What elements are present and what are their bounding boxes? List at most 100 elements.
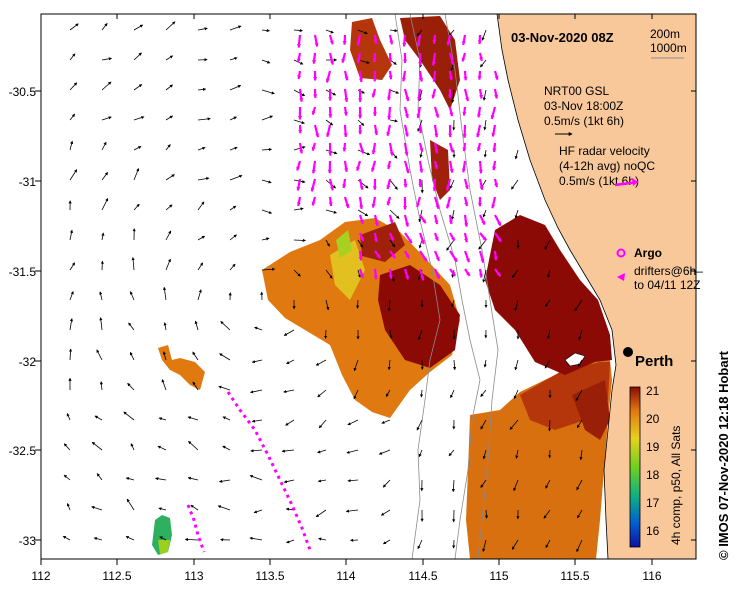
drifter-marker-icon — [617, 273, 625, 281]
wind-vector — [419, 389, 424, 398]
radar-vector-head — [463, 76, 468, 81]
radar-vector-head — [311, 146, 316, 151]
radar-vector-head — [435, 113, 440, 118]
y-axis-labels: -30.5 -31 -31.5 -32 -32.5 -33 — [9, 85, 37, 548]
radar-vector-head — [404, 132, 409, 137]
wind-vector — [315, 509, 327, 518]
radar-vector-head — [494, 94, 499, 99]
wind-vector — [63, 474, 71, 481]
radar-vector-head — [342, 147, 347, 152]
radar-vector-head — [343, 111, 348, 116]
wind-vector — [69, 290, 74, 301]
radar-vector-head — [371, 167, 375, 172]
radar-scale-arrowhead — [632, 178, 638, 186]
wind-vector — [480, 419, 487, 430]
wind-vector — [451, 89, 455, 104]
wind-vector — [159, 536, 167, 541]
wind-vector — [382, 479, 391, 488]
radar-vector-head — [462, 134, 467, 138]
wind-vector — [128, 322, 135, 331]
radar-vector-head — [325, 78, 330, 83]
radar-vector-head — [330, 60, 334, 65]
wind-vector — [99, 317, 103, 331]
wind-vector — [547, 269, 551, 278]
wind-vector — [576, 539, 583, 553]
wind-vector — [249, 536, 263, 541]
radar-vector-head — [497, 237, 502, 242]
wind-vector — [325, 119, 334, 126]
wind-vector — [345, 509, 359, 513]
wind-vector — [66, 503, 71, 511]
wind-legend-line2: 03-Nov 18:00Z — [544, 99, 623, 113]
radar-vector-head — [464, 185, 469, 189]
radar-vector-head — [311, 169, 316, 174]
wind-vector — [577, 359, 583, 367]
drifters-legend-line1: drifters@6h– — [634, 264, 703, 278]
radar-vector-head — [482, 236, 487, 241]
wind-vector — [184, 537, 199, 542]
wind-legend-line3: 0.5m/s (1kt 6h) — [544, 114, 624, 128]
wind-vector — [162, 286, 167, 301]
wind-vector — [187, 416, 199, 421]
radar-vector-head — [434, 236, 439, 241]
radar-vector-head — [453, 257, 457, 262]
wind-vector — [96, 473, 103, 481]
wind-vector — [577, 509, 583, 519]
wind-vector — [481, 29, 487, 41]
wind-vector — [165, 144, 171, 151]
wind-vector — [387, 299, 391, 312]
wind-vector — [133, 52, 142, 61]
wind-vector — [515, 449, 519, 459]
x-tick-label: 116 — [642, 569, 661, 583]
wind-vector — [513, 479, 519, 492]
radar-vector-head — [451, 236, 455, 241]
wind-vector — [96, 349, 103, 361]
radar-vector-head — [297, 75, 302, 79]
wind-legend-line1: NRT00 GSL — [544, 84, 609, 98]
wind-vector — [389, 89, 400, 94]
wind-vector — [101, 171, 109, 181]
wind-vector — [449, 179, 455, 189]
wind-vector — [387, 359, 391, 371]
x-tick-label: 113.5 — [255, 569, 284, 583]
radar-vector-head — [389, 151, 394, 156]
radar-vector-head — [329, 40, 334, 45]
radar-vector-head — [345, 204, 350, 208]
wind-vector — [514, 209, 519, 219]
wind-vector — [482, 89, 487, 101]
wind-vector — [357, 209, 369, 217]
radar-vector-head — [405, 169, 410, 174]
radar-vector-head — [358, 78, 363, 82]
sst-patch — [378, 265, 460, 368]
radar-vector-head — [492, 166, 497, 171]
wind-vector — [99, 381, 103, 391]
radar-vector-head — [448, 133, 453, 138]
wind-vector — [451, 479, 455, 493]
wind-vector — [378, 449, 391, 455]
radar-vector-head — [327, 169, 332, 174]
wind-vector — [389, 119, 398, 123]
radar-vector-head — [405, 275, 409, 280]
radar-vector-head — [416, 42, 421, 47]
wind-vector — [197, 262, 204, 271]
argo-marker-icon — [616, 248, 626, 258]
wind-vector — [130, 443, 135, 451]
radar-vector-head — [434, 133, 439, 138]
wind-vector — [381, 419, 391, 424]
radar-vector-head — [387, 96, 391, 101]
wind-vector — [229, 205, 237, 211]
wind-vector — [158, 417, 167, 421]
wind-vector — [543, 509, 551, 519]
sst-patch — [350, 18, 392, 80]
x-axis-labels: 112 112.5 113 113.5 114 114.5 115 115.5 … — [31, 569, 661, 583]
wind-vector — [101, 197, 109, 211]
wind-vector — [254, 326, 263, 331]
radar-vector-head — [491, 204, 496, 209]
wind-vector — [219, 353, 231, 361]
colorbar-tick: 20 — [646, 412, 660, 426]
radar-vector-head — [434, 220, 439, 225]
radar-vector-head — [343, 133, 348, 137]
radar-vector-head — [447, 94, 452, 99]
wind-vector — [187, 476, 199, 481]
wind-vector — [324, 329, 328, 340]
